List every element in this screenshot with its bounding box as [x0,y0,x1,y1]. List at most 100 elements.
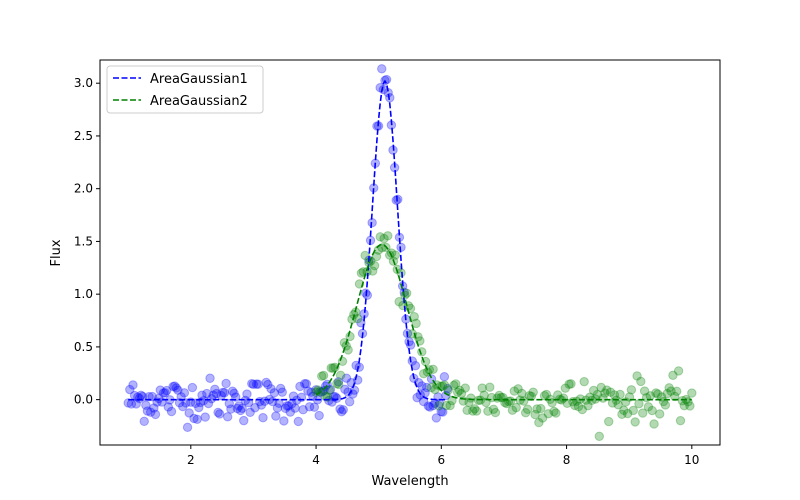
data-point [500,397,510,408]
data-point [543,409,554,419]
data-point [224,398,235,409]
legend: AreaGaussian1 AreaGaussian2 [106,65,264,114]
legend-label-areagaussian1: AreaGaussian1 [150,72,248,87]
data-point [383,231,393,241]
data-point [324,385,334,395]
data-point [468,406,478,416]
data-point [333,377,344,387]
data-point [283,401,294,411]
x-tick-label: 4 [312,453,320,467]
y-tick-label: 1.0 [74,287,93,301]
y-tick-label: 0.0 [74,393,93,407]
data-point [404,337,414,347]
data-point [679,400,689,411]
data-point [411,318,421,329]
data-point [672,386,682,396]
data-point [628,405,638,416]
data-point [385,93,395,103]
data-point [226,404,236,414]
data-point [422,382,432,393]
data-point [139,416,149,427]
data-point [213,407,223,418]
data-point [513,384,523,394]
data-point [385,250,395,260]
data-point [170,381,180,391]
data-point [566,379,576,389]
data-point [604,416,614,427]
data-point [452,387,463,397]
data-point [239,415,249,426]
data-point [227,386,238,396]
data-point [471,406,482,416]
data-point [442,383,453,394]
data-point [490,407,501,418]
data-point [666,386,676,396]
data-point [153,393,164,404]
data-point [147,391,157,402]
data-point [441,400,452,411]
data-point [308,391,318,401]
data-point [655,409,665,419]
data-point [434,401,444,411]
data-point [234,401,244,411]
data-point [314,410,324,421]
data-point [280,403,291,414]
data-point [651,388,661,398]
data-point [229,388,239,399]
data-point [592,389,603,400]
data-point [547,398,557,408]
data-point [551,408,561,418]
data-point [564,379,574,389]
data-point [318,370,329,381]
data-point [128,380,138,390]
data-point [649,419,659,429]
line-layer [128,79,692,401]
data-point [418,369,429,379]
data-point [335,404,345,414]
data-point [219,388,230,398]
data-point [511,402,521,413]
x-axis: 2 4 6 8 10 [187,445,699,467]
data-point [277,387,287,397]
data-point [483,406,493,416]
data-point [541,389,552,400]
data-point [162,385,172,396]
data-point [171,383,182,393]
data-point [630,417,640,427]
data-point [369,260,380,271]
data-point [269,388,279,398]
data-point [332,378,342,389]
x-tick-label: 8 [563,453,571,467]
data-point [168,381,178,392]
data-point [178,401,188,412]
data-point [144,391,154,402]
data-point [200,412,210,422]
data-point [588,385,599,396]
data-point [417,347,427,357]
data-point [613,400,623,410]
y-tick-label: 2.0 [74,182,93,196]
data-point [439,380,450,390]
data-point [464,397,474,407]
data-point [324,395,334,406]
data-point [594,431,604,442]
data-point [343,345,353,355]
data-point [660,400,671,410]
data-point [332,393,342,403]
data-point [250,403,260,413]
data-point [179,388,190,398]
data-point [189,413,199,424]
data-point [456,388,467,399]
data-point [134,393,145,404]
data-point [638,408,648,418]
data-point [375,232,385,242]
data-point [488,404,499,414]
data-point [309,402,320,412]
data-point [668,370,678,380]
data-point [417,381,427,391]
data-point [266,384,276,394]
data-point [573,401,584,412]
data-point [537,413,548,423]
data-point [425,402,435,412]
